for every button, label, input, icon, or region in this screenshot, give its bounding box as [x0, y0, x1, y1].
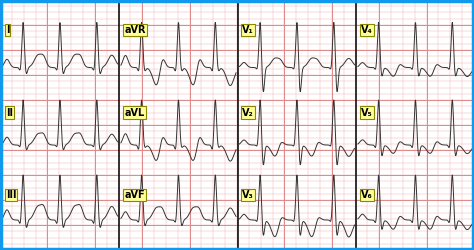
Text: V₄: V₄ [361, 25, 373, 35]
Text: V₃: V₃ [242, 190, 254, 200]
Text: III: III [6, 190, 16, 200]
Text: V₆: V₆ [361, 190, 373, 200]
Text: I: I [6, 25, 9, 35]
Text: V₅: V₅ [361, 108, 373, 118]
Text: V₂: V₂ [242, 108, 254, 118]
Text: II: II [6, 108, 13, 118]
Text: aVL: aVL [124, 108, 145, 118]
Text: V₁: V₁ [242, 25, 254, 35]
Text: aVR: aVR [124, 25, 146, 35]
Text: aVF: aVF [124, 190, 145, 200]
